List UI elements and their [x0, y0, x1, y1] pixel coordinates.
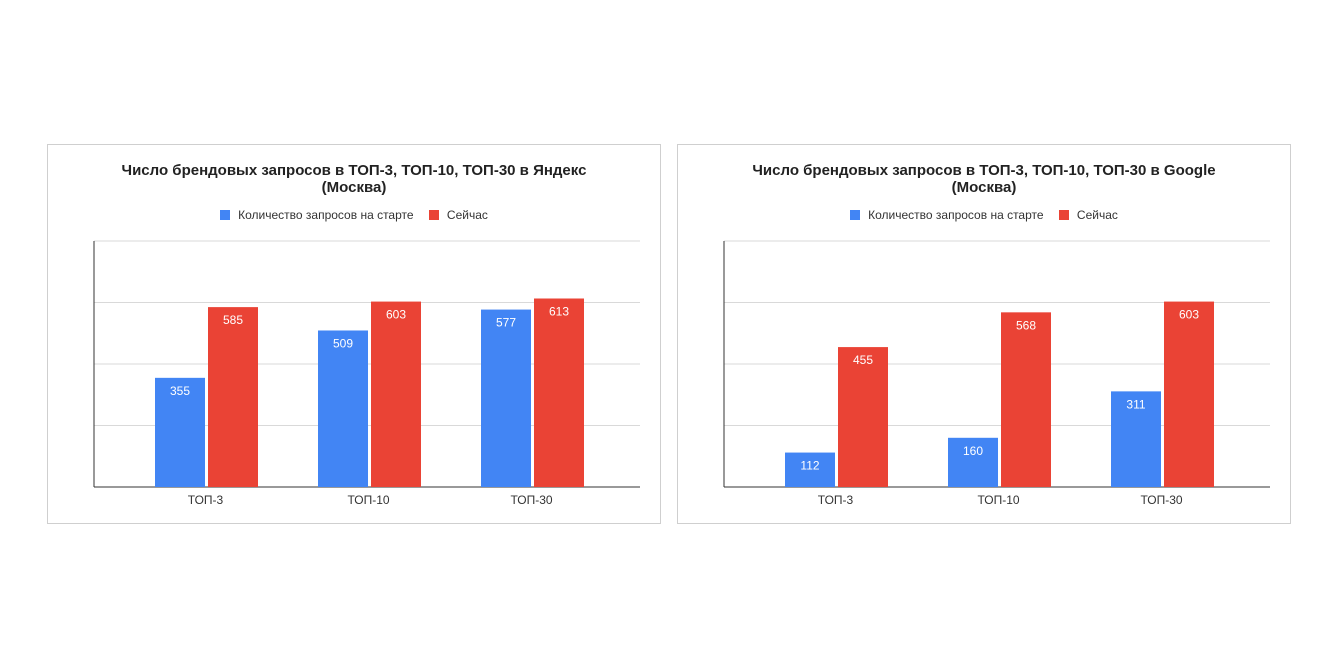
legend-swatch-start: [220, 210, 231, 220]
legend-label-now: Сейчас: [1076, 208, 1118, 222]
bar-now: [208, 307, 258, 487]
chart-title: Число брендовых запросов в ТОП-3, ТОП-10…: [678, 162, 1290, 196]
legend-label-start: Количество запросов на старте: [868, 208, 1044, 222]
data-label: 585: [223, 313, 243, 327]
legend-label-start: Количество запросов на старте: [238, 208, 414, 222]
legend-swatch-now: [1058, 210, 1069, 220]
data-label: 613: [549, 305, 569, 319]
data-label: 568: [1016, 318, 1036, 332]
x-tick-label: ТОП-10: [347, 493, 389, 507]
legend-item-now: Сейчас: [428, 208, 488, 222]
chart-title: Число брендовых запросов в ТОП-3, ТОП-10…: [48, 162, 660, 196]
legend-item-start: Количество запросов на старте: [850, 208, 1044, 222]
x-tick-label: ТОП-30: [510, 493, 552, 507]
bar-plot: 355 585 ТОП-3 509 603 ТОП-10 577 613 ТОП-30: [93, 240, 640, 507]
x-tick-label: ТОП-10: [977, 493, 1019, 507]
bar-start: [785, 452, 835, 487]
bar-start: [318, 330, 368, 487]
data-label: 160: [963, 444, 983, 458]
bar-now: [534, 298, 584, 487]
legend-label-now: Сейчас: [446, 208, 488, 222]
bar-start: [948, 437, 998, 487]
bar-now: [1164, 301, 1214, 487]
chart-title-line2: (Москва): [951, 179, 1017, 196]
data-label: 455: [853, 353, 873, 367]
x-tick-label: ТОП-3: [188, 493, 224, 507]
data-label: 355: [170, 384, 190, 398]
data-label: 603: [1179, 308, 1199, 322]
data-label: 509: [333, 336, 353, 350]
chart-title-line1: Число брендовых запросов в ТОП-3, ТОП-10…: [121, 162, 587, 179]
legend: Количество запросов на старте Сейчас: [48, 208, 660, 223]
bar-start: [1111, 391, 1161, 487]
legend-swatch-start: [850, 210, 861, 220]
legend: Количество запросов на старте Сейчас: [678, 208, 1290, 223]
legend-swatch-now: [428, 210, 439, 220]
legend-item-now: Сейчас: [1058, 208, 1118, 222]
bar-now: [1001, 312, 1051, 487]
chart-title-line2: (Москва): [321, 179, 387, 196]
bar-start: [155, 377, 205, 487]
data-label: 311: [1126, 397, 1145, 411]
chart-panel-yandex: Число брендовых запросов в ТОП-3, ТОП-10…: [47, 144, 661, 524]
x-tick-label: ТОП-30: [1140, 493, 1182, 507]
bar-now: [371, 301, 421, 487]
legend-item-start: Количество запросов на старте: [220, 208, 414, 222]
bar-now: [838, 347, 888, 487]
data-label: 603: [386, 308, 406, 322]
chart-panel-google: Число брендовых запросов в ТОП-3, ТОП-10…: [677, 144, 1291, 524]
data-label: 112: [800, 459, 819, 473]
x-tick-label: ТОП-3: [818, 493, 854, 507]
bar-start: [481, 309, 531, 487]
chart-title-line1: Число брендовых запросов в ТОП-3, ТОП-10…: [752, 162, 1216, 179]
data-label: 577: [496, 316, 516, 330]
bar-plot: 112 455 ТОП-3 160 568 ТОП-10 311 603 ТОП-30: [723, 240, 1270, 507]
